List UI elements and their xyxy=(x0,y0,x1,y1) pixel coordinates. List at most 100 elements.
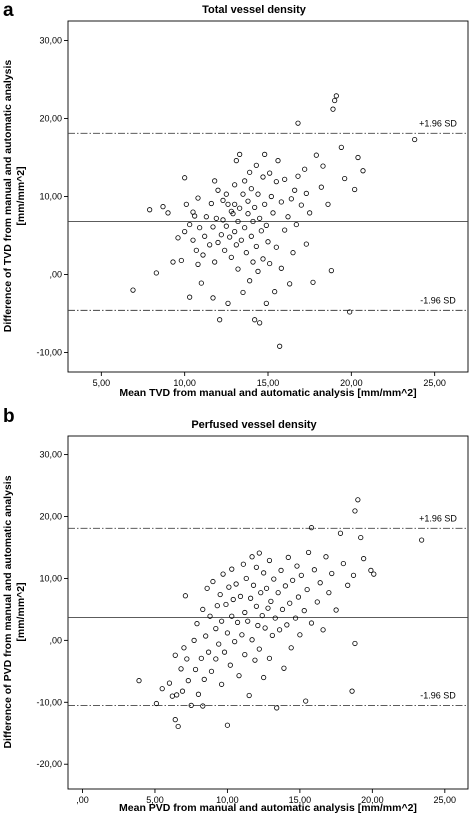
panel-a-data-point xyxy=(267,170,273,176)
panel-a-x-tick-label: 10,00 xyxy=(173,378,196,388)
panel-a-data-point xyxy=(303,190,309,196)
panel-b-data-point xyxy=(308,525,315,531)
panel-b-data-point xyxy=(226,584,232,590)
panel-a-data-point xyxy=(293,221,299,228)
panel-a-data-point xyxy=(252,204,258,211)
panel-a-data-point xyxy=(347,309,353,315)
panel-b-x-tick-label: 20,00 xyxy=(361,795,384,805)
panel-a-data-point xyxy=(208,200,214,207)
panel-a-data-point xyxy=(195,195,201,201)
panel-b-data-point xyxy=(294,563,300,569)
panel-b-data-point xyxy=(295,594,302,600)
panel-b-data-point xyxy=(172,652,178,658)
panel-a-data-point xyxy=(333,93,339,99)
panel-a-y-tick-label: -10,00 xyxy=(36,348,62,358)
panel-b-data-point xyxy=(194,621,200,627)
panel-a-data-point xyxy=(255,268,261,274)
panel-a-data-point xyxy=(207,242,213,248)
panel-b-data-point xyxy=(195,691,202,697)
panel-b-data-point xyxy=(159,686,165,692)
panel-a-data-point xyxy=(250,259,256,265)
panel-a-data-point xyxy=(252,317,258,323)
panel-b-data-point xyxy=(242,652,248,658)
panel-b-data-point xyxy=(268,598,274,604)
panel-b-data-point xyxy=(350,572,357,578)
panel-a-x-tick-label: 25,00 xyxy=(423,378,446,388)
panel-a-data-point xyxy=(230,211,236,217)
panel-b-data-point xyxy=(345,582,351,588)
panel-b-data-point xyxy=(205,649,212,655)
panel-b-data-point xyxy=(236,673,242,679)
panel-b-y-tick-label: 10,00 xyxy=(39,573,62,583)
panel-b-data-point xyxy=(200,703,206,709)
panel-a-data-point xyxy=(318,184,324,190)
panel-a-data-point xyxy=(233,242,239,248)
panel-b-x-tick-label: 25,00 xyxy=(434,795,457,805)
panel-b-data-point xyxy=(166,680,173,686)
panel-b-data-point xyxy=(308,620,315,626)
panel-b-data-point xyxy=(258,590,264,596)
panel-b-data-point xyxy=(178,666,184,672)
panel-a-data-point xyxy=(197,225,203,231)
panel-a-data-point xyxy=(292,187,298,193)
panel-b-data-point xyxy=(326,590,332,596)
panel-a-data-point xyxy=(202,233,208,239)
panel-a-data-point xyxy=(232,229,238,235)
panel-a-data-point xyxy=(235,218,241,225)
panel-b-lower-loa-label: -1.96 SD xyxy=(420,690,456,700)
panel-b-data-point xyxy=(248,595,254,601)
panel-a-data-point xyxy=(338,144,344,150)
panel-b-data-point xyxy=(279,606,286,613)
panel-a-data-point xyxy=(218,232,224,238)
panel-a-data-point xyxy=(328,267,334,274)
panel-b-y-axis-label-line2: [mm/mm^2] xyxy=(15,582,27,641)
panel-b-data-point xyxy=(237,593,244,599)
panel-b-y-tick-label: ,00 xyxy=(49,635,62,645)
panel-a-data-point xyxy=(182,175,188,181)
panel-a-data-point xyxy=(225,300,231,306)
panel-a-data-point xyxy=(342,175,348,182)
panel-b-data-point xyxy=(184,656,190,662)
panel-a-data-point xyxy=(228,254,234,260)
panel-b-data-point xyxy=(136,678,142,684)
panel-a-data-point xyxy=(257,320,263,326)
panel-b-data-point xyxy=(192,666,199,673)
panel-a-data-point xyxy=(232,201,238,207)
panel-a-data-point xyxy=(307,210,313,216)
panel-a-data-point xyxy=(263,300,269,306)
panel-b-data-point xyxy=(263,585,270,591)
panel-b-x-axis-label: Mean PVD from manual and automatic analy… xyxy=(119,802,417,814)
panel-b-y-axis-label-line1: Difference of PVD from manual and automa… xyxy=(2,475,14,748)
panel-a-data-point xyxy=(227,234,233,240)
panel-a-y-tick-label: 20,00 xyxy=(39,114,62,124)
panel-b-data-point xyxy=(191,637,197,643)
panel-a-data-point xyxy=(237,151,243,157)
panel-b-data-point xyxy=(153,700,160,707)
panel-b-data-point xyxy=(188,702,194,708)
panel-b-plot-frame xyxy=(67,435,469,790)
panel-b-data-point xyxy=(352,508,358,514)
panel-b-data-point xyxy=(201,676,207,682)
panel-b-data-point xyxy=(349,688,355,694)
panel-a-data-point xyxy=(242,225,248,231)
panel-a-data-point xyxy=(278,265,284,271)
panel-a-data-point xyxy=(282,227,288,233)
panel-b-data-point xyxy=(210,578,216,585)
panel-a-y-tick-label: ,00 xyxy=(49,270,62,280)
panel-a-data-point xyxy=(210,224,216,230)
panel-a-data-point xyxy=(223,223,229,229)
panel-b-data-point xyxy=(265,605,271,611)
panel-b-data-point xyxy=(259,612,265,619)
panel-b-data-point xyxy=(303,698,309,704)
panel-a-data-point xyxy=(265,239,271,245)
panel-b-data-point xyxy=(250,582,257,588)
panel-b-data-point xyxy=(278,567,284,573)
panel-a-data-point xyxy=(253,162,259,168)
panel-b-data-point xyxy=(287,600,293,606)
panel-b-data-point xyxy=(174,692,180,698)
panel-b-data-point xyxy=(219,681,225,687)
panel-a-data-point xyxy=(262,201,268,207)
panel-a-data-point xyxy=(187,221,193,228)
panel-b-data-point xyxy=(172,717,178,723)
panel-b-data-point xyxy=(317,580,323,586)
